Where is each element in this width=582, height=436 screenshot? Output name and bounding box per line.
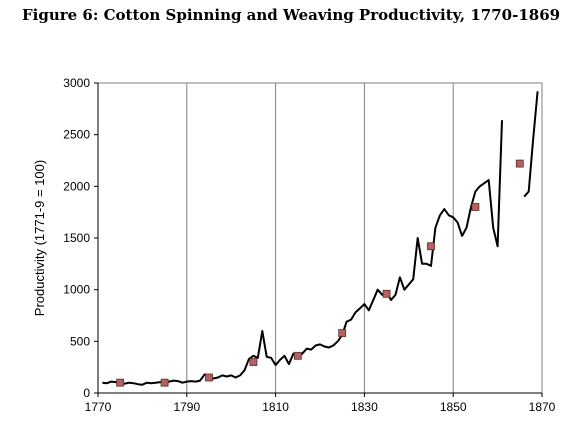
x-tick-label: 1850 bbox=[440, 400, 467, 414]
data-point-marker bbox=[205, 373, 213, 382]
y-tick-label: 1500 bbox=[63, 231, 90, 245]
data-point-marker bbox=[293, 351, 302, 360]
y-tick-label: 500 bbox=[70, 334, 90, 348]
x-tick-label: 1790 bbox=[173, 400, 200, 414]
y-tick-label: 3000 bbox=[63, 76, 90, 90]
data-point-marker bbox=[427, 242, 435, 251]
series-line-0 bbox=[102, 120, 503, 386]
x-tick-label: 1810 bbox=[262, 400, 289, 414]
data-point-marker bbox=[338, 329, 347, 337]
data-point-marker bbox=[249, 358, 258, 366]
y-axis-label: Productivity (1771-9 = 100) bbox=[32, 160, 47, 316]
series-line-1 bbox=[523, 91, 539, 198]
x-tick-label: 1830 bbox=[351, 400, 378, 414]
grid-layer bbox=[186, 83, 454, 393]
data-point-marker bbox=[382, 289, 391, 298]
data-point-marker bbox=[160, 378, 169, 387]
y-tick-label: 0 bbox=[83, 386, 90, 400]
x-tick-label: 1870 bbox=[529, 400, 556, 414]
chart-title: Figure 6: Cotton Spinning and Weaving Pr… bbox=[22, 6, 561, 24]
data-point-marker bbox=[471, 203, 480, 211]
data-point-marker bbox=[515, 159, 524, 168]
axis-layer: 1770 1790 1810 1830 1850 1870 0 500 1000 1500 2000… bbox=[63, 76, 555, 414]
y-tick-label: 2500 bbox=[63, 128, 90, 142]
y-tick-label: 1000 bbox=[63, 283, 90, 297]
data-point-marker bbox=[116, 378, 125, 387]
y-tick-label: 2000 bbox=[63, 179, 90, 193]
x-tick-label: 1770 bbox=[85, 400, 112, 414]
plot-frame bbox=[97, 82, 543, 394]
series-layer bbox=[102, 91, 539, 387]
